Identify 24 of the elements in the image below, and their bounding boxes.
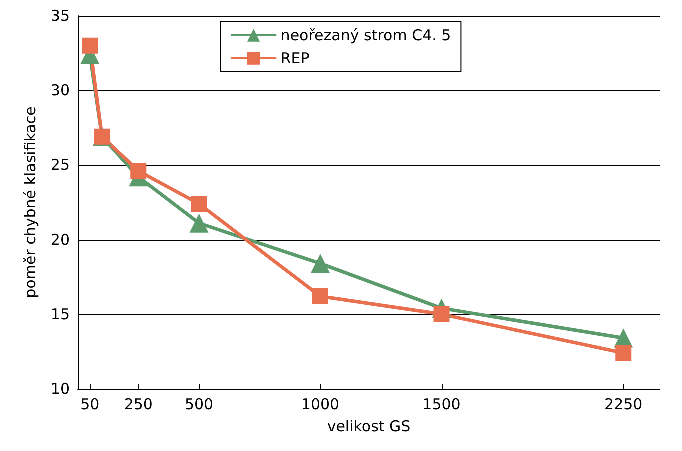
x-axis-title: velikost GS [327,418,411,436]
x-tick-label: 500 [184,396,214,414]
y-tick-label: 25 [50,156,70,174]
y-tick-label: 15 [50,305,70,324]
y-tick-label: 10 [50,380,70,398]
point [434,306,450,322]
legend-label: REP [280,50,310,68]
legend-label: neořezaný strom C4. 5 [280,26,452,44]
x-tick-label: 1000 [301,396,340,414]
x-tick-label: 2250 [604,396,643,414]
point [191,196,208,212]
y-tick-label: 30 [50,82,70,100]
point [616,345,632,362]
x-tick-label: 250 [124,396,153,414]
y-tick-label: 35 [50,7,70,25]
point [190,214,209,233]
point [82,38,98,54]
y-axis-title: poměr chybné klasifikace [22,106,40,298]
y-tick-label: 20 [50,230,70,249]
x-tick-label: 50 [80,396,100,414]
point [130,163,147,180]
point [312,288,328,304]
x-tick-label: 1500 [422,396,461,414]
point [311,254,330,274]
